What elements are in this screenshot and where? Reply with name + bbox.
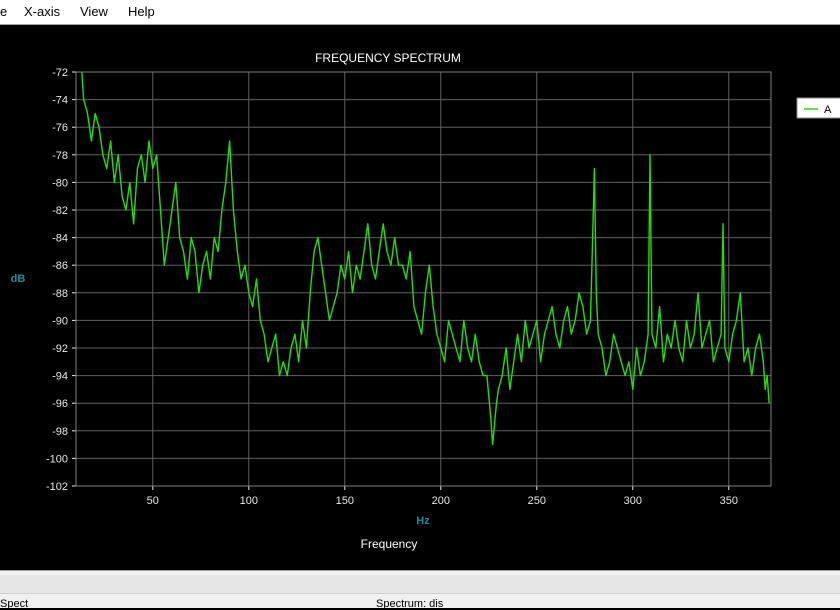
y-tick-label: -94 [52, 371, 68, 383]
y-tick-label: -72 [52, 67, 68, 79]
menu-help[interactable]: Help [128, 4, 155, 19]
status-top-border [0, 570, 840, 571]
y-tick-label: -102 [46, 481, 68, 493]
status-left-text: Spect [0, 598, 29, 610]
menu-separator [0, 24, 840, 25]
x-tick-label: 100 [240, 495, 258, 507]
x-tick-label: 50 [147, 495, 159, 507]
x-axis-unit: Hz [416, 515, 430, 527]
menu-bar: e X-axis View Help [0, 0, 840, 24]
y-tick-label: -98 [52, 426, 68, 438]
menu-file[interactable]: e [0, 4, 8, 19]
y-axis-label: dB [11, 273, 26, 285]
x-tick-label: 150 [336, 495, 354, 507]
plot-frame [75, 71, 772, 487]
x-tick-label: 350 [720, 495, 738, 507]
series-line-a [81, 71, 770, 446]
x-tick-label: 200 [432, 495, 450, 507]
spectrum-plot-panel: FREQUENCY SPECTRUM dB Hz Frequency -72 -7… [0, 25, 840, 570]
y-tick-label: -78 [52, 150, 68, 162]
y-tick-label: -74 [52, 95, 68, 107]
legend-box [796, 97, 840, 119]
x-tick-label: 250 [528, 495, 546, 507]
tick-labels: -72 -74 -76 -78 -80 -82 -84 -86 -88 -90 -92 -94 -96 -… [46, 67, 738, 507]
x-tick-label: 300 [624, 495, 642, 507]
chart-title: FREQUENCY SPECTRUM [315, 51, 461, 65]
legend: A [796, 97, 840, 119]
y-tick-label: -80 [52, 177, 68, 189]
grid-lines [72, 71, 772, 490]
y-tick-label: -92 [52, 343, 68, 355]
y-tick-label: -86 [52, 260, 68, 272]
y-tick-label: -82 [52, 205, 68, 217]
status-right-text: Spectrum: dis [376, 598, 444, 610]
y-tick-label: -90 [52, 315, 68, 327]
legend-label-a: A [824, 104, 832, 116]
series-layer [81, 71, 770, 446]
status-area: Spect Spectrum: dis [0, 570, 840, 610]
y-tick-label: -100 [46, 453, 68, 465]
menu-x-axis[interactable]: X-axis [24, 4, 61, 19]
y-tick-label: -84 [52, 233, 68, 245]
menu-view[interactable]: View [80, 4, 108, 19]
x-axis-label: Frequency [361, 537, 418, 551]
y-tick-label: -96 [52, 398, 68, 410]
y-tick-label: -88 [52, 288, 68, 300]
toolbar-band [0, 575, 840, 594]
y-tick-label: -76 [52, 122, 68, 134]
spectrum-chart[interactable]: FREQUENCY SPECTRUM dB Hz Frequency -72-7… [0, 25, 840, 570]
